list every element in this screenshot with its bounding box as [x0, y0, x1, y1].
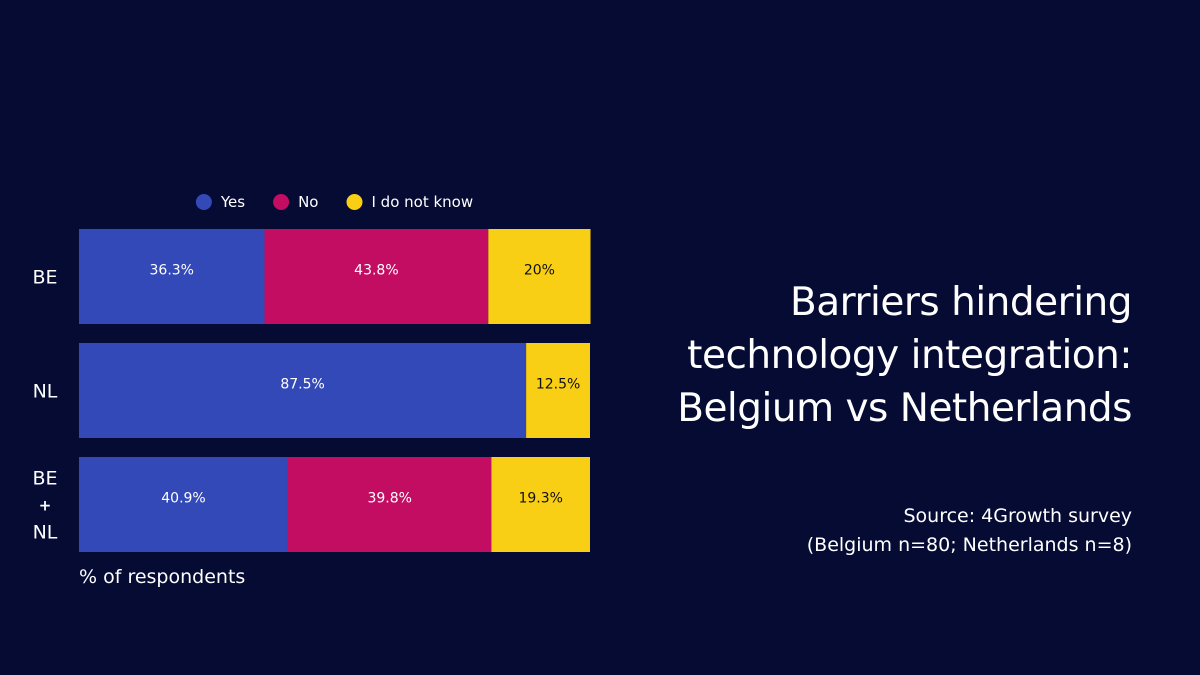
- data-label-2-2: 19.3%: [518, 491, 562, 507]
- legend-marker-0: [195, 194, 212, 210]
- category-label-0-0: BE: [32, 267, 57, 289]
- data-label-0-0: 36.3%: [150, 263, 194, 279]
- source-line-1: Source: 4Growth survey: [903, 505, 1132, 527]
- bar-2-0: [79, 457, 288, 552]
- bar-2-1: [287, 457, 492, 552]
- legend-label-2: I do not know: [371, 193, 473, 211]
- bar-1-0: [79, 343, 527, 438]
- title-line-3: Belgium vs Netherlands: [677, 386, 1132, 431]
- bar-1-2: [526, 343, 590, 438]
- category-label-1-0: NL: [33, 381, 58, 403]
- category-label-2-0: BE: [32, 468, 57, 490]
- bar-0-1: [264, 229, 489, 324]
- data-label-2-1: 39.8%: [367, 491, 411, 507]
- title-line-2: technology integration:: [687, 333, 1132, 378]
- source-line-2: (Belgium n=80; Netherlands n=8): [806, 534, 1132, 556]
- data-label-2-0: 40.9%: [161, 491, 205, 507]
- chart-title: Barriers hindering technology integratio…: [612, 276, 1132, 435]
- data-label-0-2: 20%: [524, 263, 555, 279]
- bar-0-0: [79, 229, 265, 324]
- data-label-1-0: 87.5%: [280, 377, 324, 393]
- data-label-0-1: 43.8%: [354, 263, 398, 279]
- x-axis-label: % of respondents: [79, 566, 245, 588]
- legend-marker-2: [346, 194, 363, 210]
- title-line-1: Barriers hindering: [790, 280, 1132, 325]
- legend-marker-1: [273, 194, 290, 210]
- legend-label-1: No: [298, 193, 318, 211]
- source-note: Source: 4Growth survey (Belgium n=80; Ne…: [612, 502, 1132, 560]
- data-label-1-2: 12.5%: [536, 377, 580, 393]
- category-label-2-1: +: [39, 497, 52, 515]
- bar-0-2: [488, 229, 591, 324]
- legend-label-0: Yes: [220, 193, 245, 211]
- bar-2-2: [491, 457, 590, 552]
- category-label-2-2: NL: [33, 522, 58, 544]
